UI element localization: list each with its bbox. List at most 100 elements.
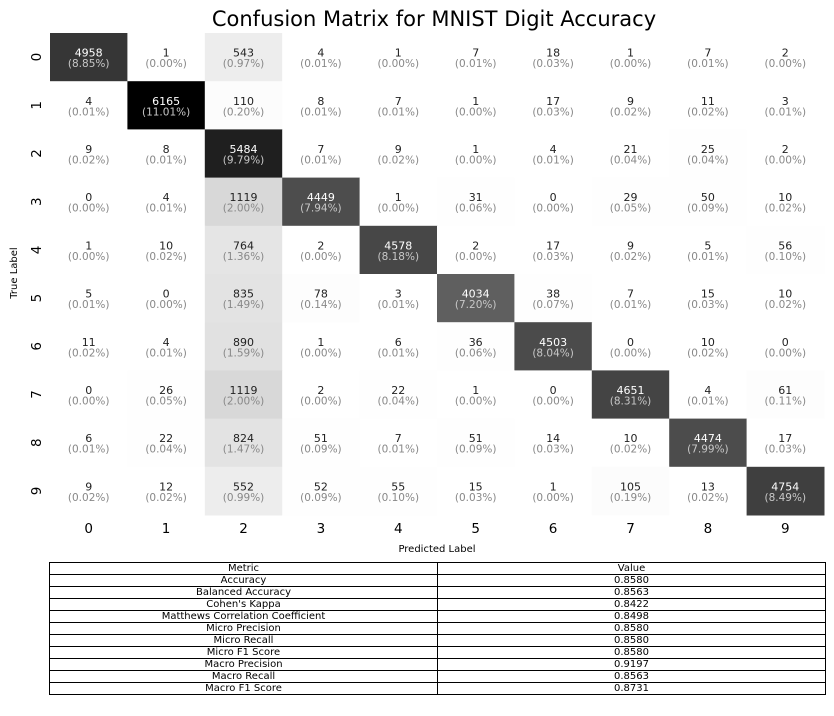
metrics-row: Cohen's Kappa 0.8422 xyxy=(49,598,826,611)
heatmap-cell xyxy=(591,177,670,227)
heatmap-cell xyxy=(746,129,825,179)
cell-percent-label: (0.03%) xyxy=(532,251,574,263)
cell-percent-label: (0.01%) xyxy=(68,106,110,118)
cell-count-label: 552 xyxy=(233,480,254,493)
cell-percent-label: (0.00%) xyxy=(532,492,574,504)
cell-count-label: 15 xyxy=(469,480,483,493)
cell-count-label: 1 xyxy=(395,47,402,60)
cell-count-label: 11 xyxy=(82,336,96,349)
cell-percent-label: (0.01%) xyxy=(765,106,807,118)
cell-percent-label: (0.00%) xyxy=(145,299,187,311)
cell-percent-label: (2.00%) xyxy=(223,396,265,408)
metrics-header-metric: Metric xyxy=(49,562,438,575)
heatmap-cell xyxy=(50,33,128,82)
heatmap-cell xyxy=(359,418,438,468)
cell-count-label: 7 xyxy=(395,95,402,108)
heatmap-cell xyxy=(127,81,206,130)
heatmap-cell xyxy=(514,418,593,468)
cell-count-label: 3 xyxy=(395,288,402,301)
cell-percent-label: (8.31%) xyxy=(610,396,652,408)
cell-count-label: 7 xyxy=(395,432,402,445)
metric-value: 0.8580 xyxy=(437,646,826,659)
cell-count-label: 22 xyxy=(391,384,405,397)
heatmap-cell xyxy=(437,129,515,179)
heatmap-cell xyxy=(127,418,206,468)
cell-percent-label: (0.00%) xyxy=(610,347,652,359)
cell-percent-label: (7.20%) xyxy=(455,299,497,311)
heatmap-cell xyxy=(282,466,361,516)
heatmap-cell xyxy=(50,466,128,516)
cell-count-label: 4 xyxy=(85,95,92,108)
y-tick-label: 2 xyxy=(29,149,45,158)
cell-count-label: 8 xyxy=(163,143,170,156)
cell-count-label: 51 xyxy=(469,432,483,445)
cell-count-label: 17 xyxy=(546,239,560,252)
heatmap-cell xyxy=(127,129,206,179)
metrics-header-row: Metric Value xyxy=(49,562,826,575)
cell-percent-label: (0.00%) xyxy=(300,396,342,408)
cell-percent-label: (0.11%) xyxy=(765,396,807,408)
cell-percent-label: (0.00%) xyxy=(532,396,574,408)
cell-percent-label: (0.09%) xyxy=(455,444,497,456)
cell-count-label: 1 xyxy=(85,239,92,252)
metric-value: 0.8580 xyxy=(437,574,826,587)
cell-count-label: 543 xyxy=(233,47,254,60)
cell-percent-label: (0.06%) xyxy=(455,347,497,359)
heatmap-cell xyxy=(282,33,361,82)
heatmap-cell xyxy=(282,225,361,275)
heatmap-cell xyxy=(437,225,515,275)
cell-percent-label: (0.09%) xyxy=(300,492,342,504)
heatmap-cell xyxy=(437,466,515,516)
metric-name: Matthews Correlation Coefficient xyxy=(49,610,438,623)
cell-percent-label: (0.00%) xyxy=(455,106,497,118)
heatmap-cell xyxy=(127,274,206,323)
heatmap-cell xyxy=(591,322,670,371)
heatmap-cell xyxy=(437,370,515,420)
confusion-matrix-chart: Confusion Matrix for MNIST Digit Accurac… xyxy=(9,7,825,555)
cell-count-label: 5 xyxy=(704,239,711,252)
heatmap-cell xyxy=(204,418,283,468)
cell-percent-label: (0.02%) xyxy=(765,299,807,311)
cell-count-label: 4474 xyxy=(694,432,722,445)
y-tick-label: 3 xyxy=(29,197,45,206)
heatmap-cell xyxy=(282,418,361,468)
cell-count-label: 10 xyxy=(778,191,792,204)
heatmap-cell xyxy=(746,81,825,130)
metric-value: 0.8563 xyxy=(437,586,826,599)
cell-count-label: 4651 xyxy=(617,384,645,397)
metric-value: 0.8563 xyxy=(437,670,826,683)
heatmap-cell xyxy=(359,177,438,227)
cell-percent-label: (0.03%) xyxy=(532,444,574,456)
cell-percent-label: (0.01%) xyxy=(687,58,729,70)
cell-percent-label: (0.99%) xyxy=(223,492,265,504)
cell-percent-label: (0.01%) xyxy=(610,299,652,311)
metric-value: 0.8580 xyxy=(437,634,826,647)
cell-count-label: 4 xyxy=(163,191,170,204)
cell-percent-label: (0.01%) xyxy=(300,58,342,70)
x-tick-label: 5 xyxy=(471,521,480,537)
metric-name: Micro F1 Score xyxy=(49,646,438,659)
metrics-row: Macro F1 Score 0.8731 xyxy=(49,682,826,695)
cell-count-label: 1 xyxy=(472,384,479,397)
cell-count-label: 835 xyxy=(233,288,254,301)
heatmap-cell xyxy=(514,177,593,227)
heatmap-cell xyxy=(204,129,283,179)
heatmap-cell xyxy=(359,81,438,130)
heatmap-cell xyxy=(127,322,206,371)
heatmap-cell xyxy=(591,81,670,130)
heatmap-cell xyxy=(591,225,670,275)
cell-percent-label: (0.10%) xyxy=(765,251,807,263)
cell-percent-label: (0.00%) xyxy=(145,58,187,70)
heatmap-cell xyxy=(514,81,593,130)
y-tick-label: 1 xyxy=(29,101,45,110)
cell-count-label: 6165 xyxy=(152,95,180,108)
cell-count-label: 9 xyxy=(627,239,634,252)
x-tick-label: 2 xyxy=(239,521,248,537)
metrics-row: Accuracy 0.8580 xyxy=(49,574,826,587)
cell-percent-label: (0.02%) xyxy=(145,492,187,504)
heatmap-cell xyxy=(282,370,361,420)
heatmap-cell xyxy=(591,274,670,323)
cell-count-label: 10 xyxy=(778,288,792,301)
y-tick-label: 0 xyxy=(29,53,45,62)
cell-percent-label: (9.79%) xyxy=(223,155,265,167)
